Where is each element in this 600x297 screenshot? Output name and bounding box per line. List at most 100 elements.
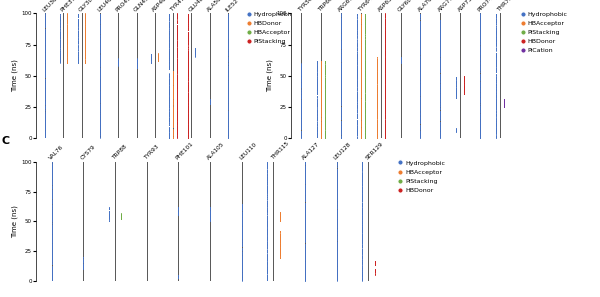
- Point: [300, 186, 310, 191]
- Point: [275, 233, 284, 238]
- Point: [237, 241, 247, 245]
- Point: [416, 77, 425, 82]
- Point: [55, 14, 65, 19]
- Point: [357, 218, 367, 222]
- Point: [380, 12, 389, 16]
- Point: [104, 207, 113, 211]
- Point: [80, 31, 90, 36]
- Point: [332, 202, 341, 206]
- Point: [47, 160, 56, 165]
- Point: [47, 178, 56, 182]
- Point: [223, 125, 233, 129]
- Point: [223, 58, 233, 63]
- Point: [164, 130, 174, 135]
- Point: [172, 94, 181, 99]
- Point: [183, 27, 193, 31]
- Point: [40, 130, 50, 135]
- Point: [332, 245, 341, 250]
- Point: [320, 121, 329, 126]
- Point: [352, 94, 361, 99]
- Point: [357, 235, 367, 240]
- Point: [168, 80, 178, 85]
- Point: [164, 109, 174, 114]
- Point: [320, 82, 329, 86]
- Point: [316, 61, 326, 66]
- Point: [296, 71, 306, 76]
- Point: [275, 217, 284, 222]
- Point: [223, 131, 233, 135]
- Point: [356, 75, 365, 80]
- Point: [491, 131, 501, 136]
- Point: [436, 114, 445, 119]
- Point: [372, 63, 382, 67]
- Point: [416, 41, 425, 46]
- Point: [223, 22, 233, 27]
- Point: [47, 265, 56, 270]
- Point: [336, 16, 346, 21]
- Point: [475, 129, 485, 134]
- Point: [237, 214, 247, 219]
- Point: [491, 78, 501, 82]
- Point: [491, 34, 501, 39]
- Point: [296, 129, 306, 134]
- Point: [95, 39, 105, 44]
- Point: [47, 223, 56, 228]
- Point: [40, 73, 50, 78]
- Point: [475, 69, 485, 74]
- Point: [223, 72, 233, 77]
- Point: [164, 30, 174, 34]
- Point: [172, 120, 181, 124]
- Point: [300, 194, 310, 199]
- Point: [47, 159, 56, 164]
- Point: [380, 100, 389, 105]
- Point: [356, 106, 365, 111]
- Point: [95, 68, 105, 73]
- Point: [491, 67, 501, 72]
- Point: [380, 99, 389, 104]
- Point: [183, 25, 193, 29]
- Point: [262, 178, 272, 183]
- Point: [336, 16, 346, 21]
- Point: [172, 54, 181, 59]
- Point: [164, 73, 174, 78]
- Point: [95, 20, 105, 25]
- Point: [223, 30, 233, 35]
- Point: [73, 58, 83, 62]
- Point: [316, 96, 326, 101]
- Point: [332, 219, 341, 224]
- Point: [332, 233, 341, 237]
- Point: [223, 12, 233, 17]
- Point: [300, 251, 310, 256]
- Point: [316, 135, 326, 140]
- Point: [491, 77, 501, 82]
- Point: [372, 115, 382, 120]
- Point: [262, 232, 272, 237]
- Point: [40, 79, 50, 84]
- Point: [237, 261, 247, 266]
- Point: [40, 113, 50, 117]
- Point: [164, 15, 174, 20]
- Point: [451, 93, 461, 98]
- Point: [116, 213, 126, 218]
- Point: [296, 126, 306, 131]
- Point: [352, 87, 361, 92]
- Point: [380, 111, 389, 116]
- Point: [300, 183, 310, 188]
- Point: [80, 50, 90, 55]
- Point: [370, 270, 379, 274]
- Point: [360, 30, 370, 35]
- Point: [491, 134, 501, 138]
- Point: [164, 49, 174, 54]
- Point: [104, 211, 113, 216]
- Point: [296, 63, 306, 68]
- Point: [372, 91, 382, 95]
- Point: [360, 54, 370, 59]
- Point: [237, 213, 247, 217]
- Point: [183, 121, 193, 126]
- Point: [172, 34, 181, 39]
- Point: [380, 131, 389, 136]
- Point: [164, 110, 174, 114]
- Point: [40, 113, 50, 118]
- Point: [183, 108, 193, 112]
- Point: [40, 116, 50, 120]
